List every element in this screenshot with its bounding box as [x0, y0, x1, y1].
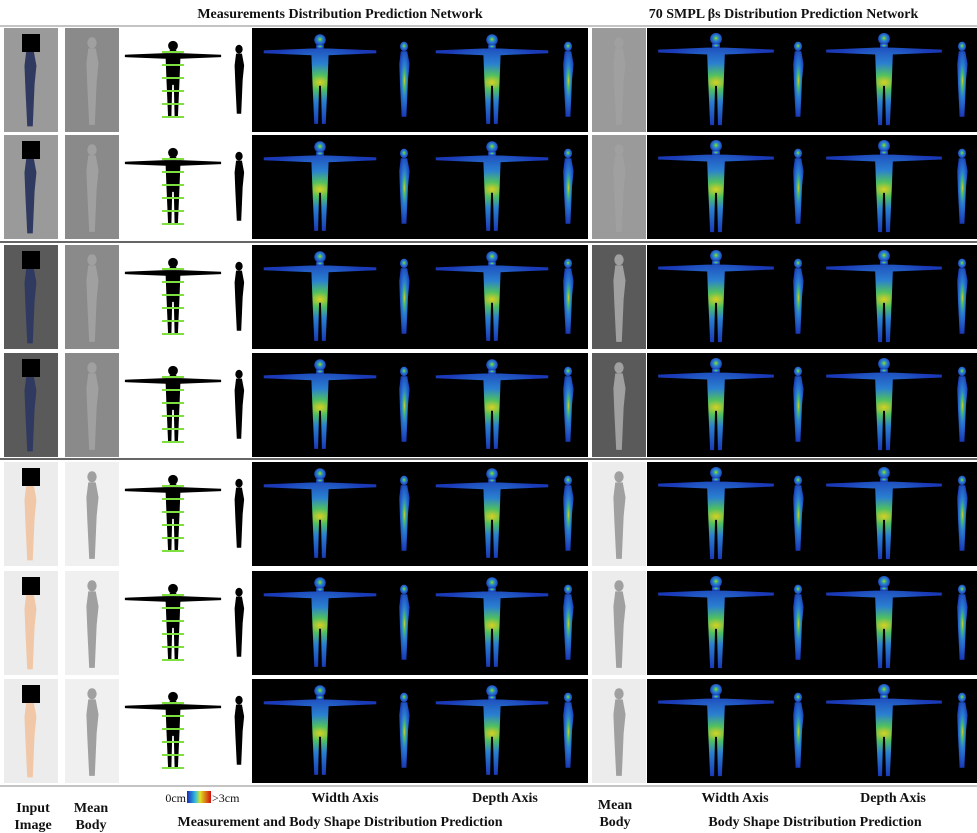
measurement-side	[234, 478, 245, 548]
heatmap-panel	[647, 679, 977, 783]
heatmap-panel	[647, 571, 977, 675]
heatmap-panel	[252, 245, 588, 349]
footer-caption: Body Shape Distribution Prediction	[708, 815, 922, 830]
heatmap-panel	[252, 679, 588, 783]
measurement-side	[234, 369, 245, 439]
left-title: Measurements Distribution Prediction Net…	[197, 7, 483, 22]
heatmap-panel	[252, 353, 588, 457]
measurement-side	[234, 151, 245, 221]
heatmap-panel	[647, 245, 977, 349]
footer-label: Mean Body	[73, 801, 109, 833]
measurement-side	[234, 695, 245, 765]
face-mask	[22, 468, 40, 486]
face-mask	[22, 251, 40, 269]
measurement-side	[234, 587, 245, 657]
heatmap-panel	[647, 353, 977, 457]
heatmap-panel	[647, 28, 977, 132]
footer-label: Width Axis	[311, 791, 379, 806]
colorbar-label: 0cm	[165, 791, 186, 805]
measurement-side	[234, 261, 245, 331]
footer-caption: Measurement and Body Shape Distribution …	[177, 815, 503, 830]
heatmap-panel	[252, 135, 588, 239]
heatmap-panel	[252, 462, 588, 566]
face-mask	[22, 685, 40, 703]
right-title: 70 SMPL βs Distribution Prediction Netwo…	[648, 7, 919, 22]
heatmap-panel	[252, 571, 588, 675]
face-mask	[22, 359, 40, 377]
footer-label: Width Axis	[701, 791, 769, 806]
colorbar	[187, 791, 211, 803]
footer-label: Depth Axis	[472, 791, 538, 806]
footer-label: Input Image	[14, 801, 52, 833]
measurement-side	[234, 44, 245, 114]
face-mask	[22, 34, 40, 52]
heatmap-panel	[252, 28, 588, 132]
footer-label: Depth Axis	[860, 791, 926, 806]
face-mask	[22, 141, 40, 159]
colorbar-label: >3cm	[212, 791, 240, 805]
footer-label: Mean Body	[597, 798, 633, 830]
heatmap-panel	[647, 462, 977, 566]
heatmap-panel	[647, 135, 977, 239]
face-mask	[22, 577, 40, 595]
